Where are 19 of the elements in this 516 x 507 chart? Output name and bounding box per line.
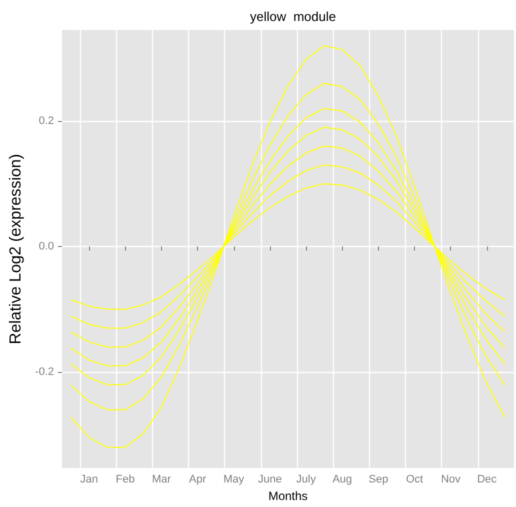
x-tick-label: Sep: [368, 474, 388, 486]
x-tick-label: Apr: [189, 474, 206, 486]
x-tick-label: Mar: [152, 474, 172, 486]
y-tick-label: 0.0: [38, 240, 54, 253]
x-tick-label: Jan: [80, 474, 98, 486]
y-tick-label: 0.2: [38, 115, 54, 128]
y-tick-label: -0.2: [35, 366, 54, 378]
x-tick-label: Oct: [406, 474, 424, 486]
x-tick-label: Dec: [477, 474, 498, 486]
x-axis-title: Months: [268, 489, 308, 503]
x-tick-label: Nov: [440, 474, 461, 486]
x-tick-label: Feb: [116, 474, 135, 486]
chart-title: yellow module: [250, 9, 336, 24]
x-tick-label: May: [223, 474, 245, 486]
x-tick-label: July: [296, 474, 316, 486]
y-axis-title: Relative Log2 (expression): [8, 154, 24, 344]
x-tick-label: Aug: [332, 474, 352, 486]
x-tick-label: June: [258, 474, 282, 486]
line-series: [70, 45, 506, 448]
